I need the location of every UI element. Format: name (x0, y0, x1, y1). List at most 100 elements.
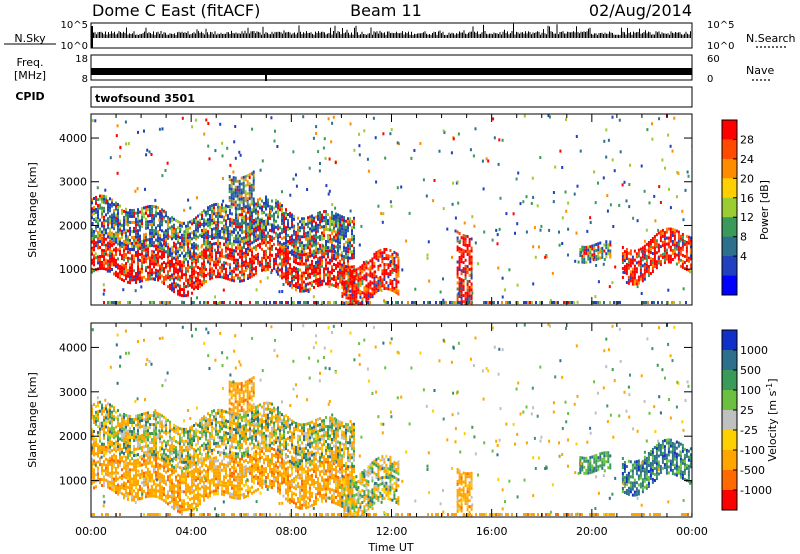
range-cell (241, 264, 243, 268)
range-cell (159, 267, 161, 271)
range-cell (93, 212, 95, 215)
range-cell (125, 207, 127, 211)
range-cell (189, 503, 191, 507)
range-cell (265, 219, 267, 223)
range-cell (201, 256, 203, 260)
range-cell (243, 474, 245, 478)
range-cell (257, 487, 259, 491)
range-cell (357, 279, 360, 283)
range-cell (93, 468, 95, 472)
range-cell (319, 223, 321, 226)
range-cell (177, 289, 179, 293)
range-cell (153, 464, 155, 468)
range-cell (155, 208, 157, 212)
range-cell (123, 215, 125, 219)
range-cell (119, 484, 121, 488)
range-cell (183, 478, 185, 482)
range-cell (303, 244, 305, 248)
range-cell (579, 248, 582, 251)
range-cell (614, 265, 617, 269)
range-cell (371, 260, 374, 264)
range-cell (167, 255, 169, 259)
range-cell (159, 301, 161, 304)
range-cell (606, 209, 609, 213)
range-cell (499, 196, 502, 200)
range-cell (531, 301, 533, 304)
range-cell (91, 460, 93, 464)
range-cell (319, 256, 321, 260)
range-cell (438, 149, 441, 153)
range-cell (295, 251, 297, 255)
range-cell (381, 251, 384, 255)
range-cell (317, 223, 319, 227)
range-cell (593, 252, 596, 256)
range-cell (131, 480, 133, 484)
range-cell (343, 292, 346, 296)
range-cell (123, 267, 125, 271)
range-cell (143, 477, 145, 481)
range-cell (675, 262, 678, 266)
range-cell (339, 268, 341, 272)
range-cell (305, 222, 307, 226)
range-cell (245, 471, 247, 475)
range-cell (115, 213, 117, 217)
range-cell (613, 301, 615, 304)
range-cell (335, 239, 337, 243)
range-cell (367, 301, 369, 304)
range-cell (349, 265, 351, 269)
range-cell (381, 278, 384, 282)
range-cell (309, 227, 311, 231)
range-cell (252, 185, 255, 189)
range-cell (229, 459, 231, 463)
range-cell (355, 292, 358, 296)
range-cell (247, 247, 249, 250)
range-cell (187, 227, 189, 231)
range-cell (391, 270, 394, 274)
range-cell (121, 269, 123, 273)
range-cell (113, 260, 115, 264)
range-cell (259, 197, 261, 201)
range-cell (113, 242, 115, 246)
range-cell (159, 225, 161, 229)
range-cell (237, 261, 239, 265)
range-cell (131, 495, 133, 499)
range-cell (649, 245, 652, 248)
range-cell (641, 252, 644, 256)
range-cell (237, 496, 239, 500)
range-cell (534, 255, 537, 259)
range-cell (219, 270, 222, 274)
range-cell (153, 262, 155, 266)
range-cell (317, 226, 319, 230)
range-cell (153, 241, 155, 245)
range-cell (233, 236, 235, 240)
range-cell (383, 257, 386, 260)
range-cell (159, 216, 161, 220)
range-cell (223, 215, 225, 219)
range-cell (303, 226, 305, 230)
range-cell (339, 253, 341, 257)
range-cell (129, 468, 131, 472)
range-cell (315, 215, 317, 219)
range-cell (651, 258, 654, 261)
range-cell (171, 255, 173, 259)
range-cell (125, 470, 127, 474)
range-cell (633, 258, 636, 262)
range-cell (173, 483, 175, 487)
range-cell (295, 258, 297, 262)
range-cell (244, 196, 247, 200)
range-cell (359, 277, 362, 281)
range-cell (160, 211, 163, 215)
range-cell (161, 229, 163, 233)
range-cell (273, 259, 275, 262)
range-cell (125, 482, 127, 486)
range-cell (107, 449, 109, 453)
range-cell (209, 205, 211, 208)
range-cell (293, 244, 295, 248)
range-cell (241, 457, 243, 461)
range-cell (673, 255, 676, 259)
range-cell (497, 162, 500, 166)
range-cell (273, 242, 275, 246)
range-cell (297, 277, 299, 280)
range-cell (470, 285, 473, 289)
range-cell (241, 231, 243, 234)
